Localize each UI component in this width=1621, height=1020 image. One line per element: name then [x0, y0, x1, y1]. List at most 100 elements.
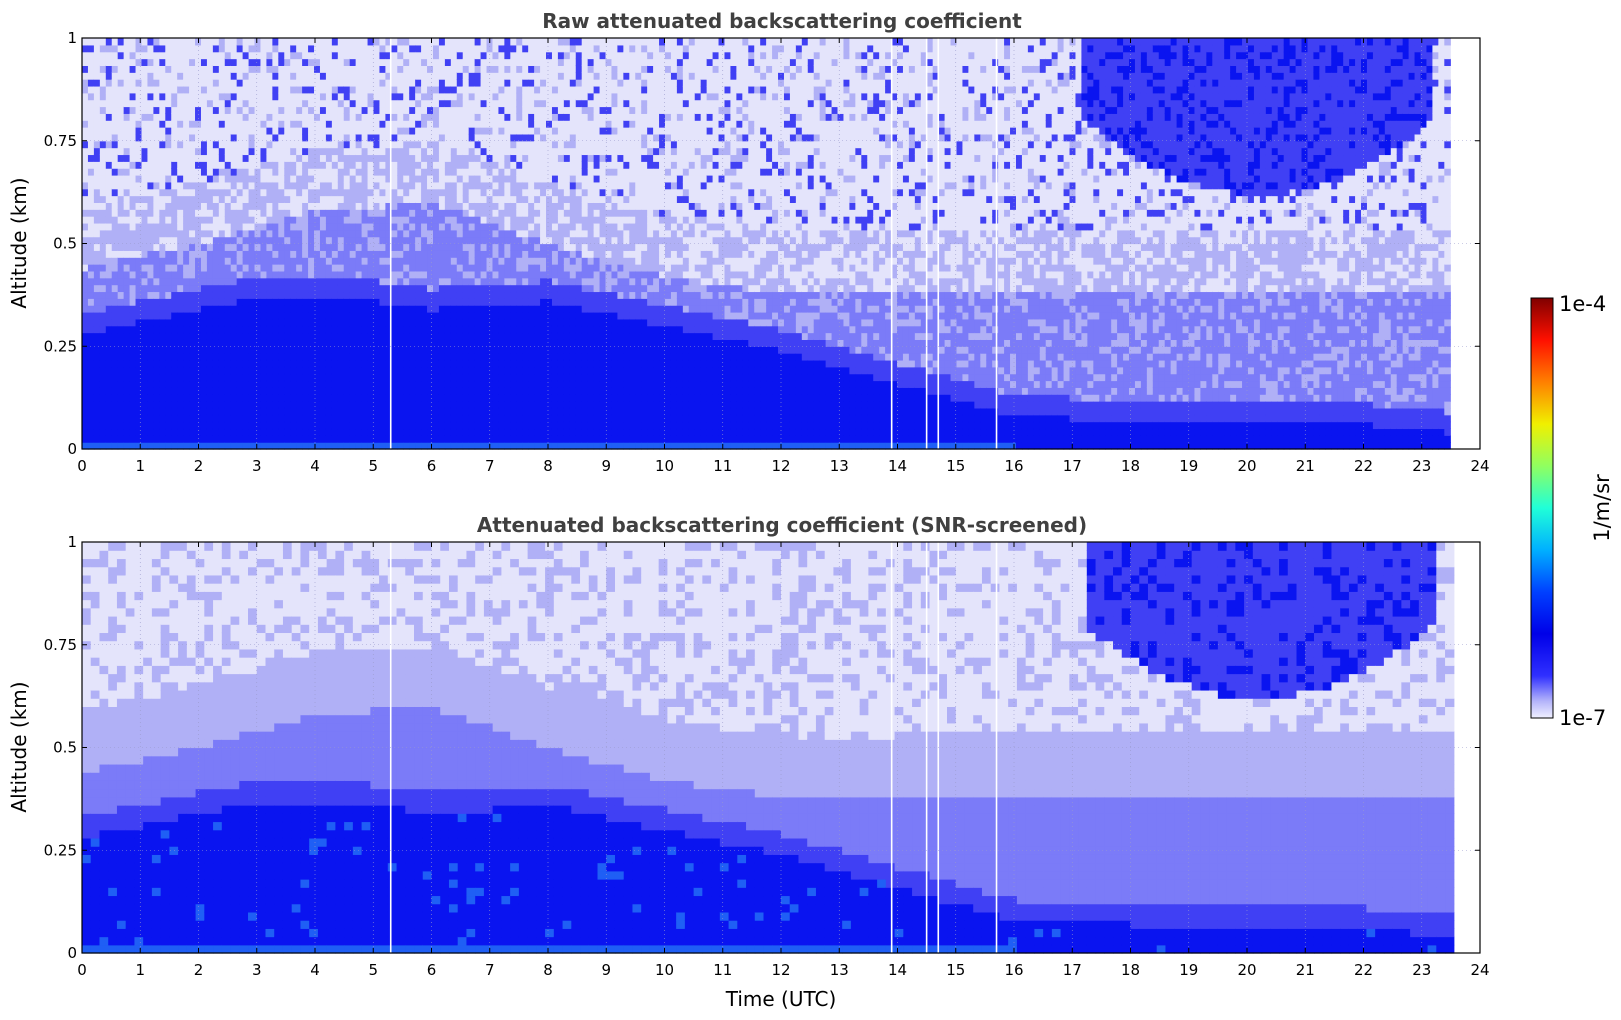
heatmap-cell: [421, 79, 428, 87]
heatmap-cell: [361, 236, 369, 245]
heatmap-cell: [480, 243, 488, 251]
heatmap-cell: [540, 284, 547, 293]
heatmap-cell: [206, 113, 214, 121]
heatmap-cell: [147, 257, 154, 265]
heatmap-cell: [183, 270, 190, 279]
heatmap-cell: [427, 127, 434, 135]
heatmap-cell: [534, 195, 541, 203]
raw-backscatter-panel: Raw attenuated backscattering coefficien…: [7, 9, 1490, 475]
heatmap-cell: [284, 414, 291, 423]
heatmap-cell: [480, 407, 488, 416]
heatmap-cell: [361, 318, 369, 327]
heatmap-cell: [319, 277, 327, 286]
heatmap-cell: [224, 339, 232, 347]
heatmap-cell: [397, 133, 404, 142]
heatmap-cell: [260, 325, 268, 334]
heatmap-cell: [563, 264, 571, 272]
heatmap-cell: [450, 188, 458, 197]
heatmap-cell: [302, 394, 309, 402]
heatmap-cell: [450, 401, 458, 409]
heatmap-cell: [403, 92, 410, 101]
heatmap-cell: [444, 106, 452, 114]
heatmap-cell: [438, 353, 446, 361]
heatmap-cell: [325, 270, 333, 279]
heatmap-cell: [492, 168, 500, 176]
heatmap-cell: [248, 270, 256, 279]
heatmap-cell: [486, 99, 494, 108]
heatmap-cell: [129, 44, 137, 53]
heatmap-cell: [551, 51, 559, 60]
heatmap-cell: [135, 387, 143, 395]
heatmap-cell: [563, 346, 571, 354]
heatmap-cell: [99, 387, 107, 395]
heatmap-cell: [551, 421, 559, 430]
heatmap-cell: [242, 346, 250, 354]
heatmap-cell: [516, 113, 523, 121]
heatmap-cell: [153, 407, 160, 416]
heatmap-cell: [563, 332, 571, 340]
heatmap-cell: [153, 72, 160, 80]
heatmap-cell: [456, 387, 464, 395]
heatmap-cell: [319, 284, 327, 293]
heatmap-cell: [456, 113, 464, 121]
heatmap-cell: [135, 298, 143, 306]
heatmap-cell: [290, 236, 297, 245]
heatmap-cell: [361, 421, 369, 430]
heatmap-cell: [224, 270, 232, 279]
heatmap-cell: [379, 250, 386, 258]
heatmap-cell: [135, 120, 143, 128]
heatmap-cell: [242, 284, 250, 293]
heatmap-cell: [200, 312, 208, 320]
heatmap-cell: [569, 168, 577, 176]
heatmap-cell: [260, 92, 268, 101]
heatmap-cell: [409, 387, 416, 395]
heatmap-cell: [111, 298, 119, 306]
heatmap-cell: [105, 346, 113, 354]
heatmap-cell: [272, 209, 279, 217]
heatmap-cell: [141, 305, 149, 313]
heatmap-cell: [314, 168, 321, 176]
heatmap-cell: [397, 51, 404, 60]
heatmap-cell: [528, 44, 535, 53]
heatmap-cell: [141, 442, 149, 450]
heatmap-cell: [319, 435, 327, 443]
heatmap-cell: [462, 216, 470, 224]
heatmap-cell: [302, 99, 309, 108]
heatmap-cell: [189, 407, 196, 416]
heatmap-cell: [195, 407, 202, 416]
heatmap-cell: [468, 229, 476, 238]
heatmap-cell: [438, 65, 446, 73]
heatmap-cell: [557, 79, 565, 87]
heatmap-cell: [540, 277, 547, 286]
heatmap-cell: [147, 277, 154, 286]
heatmap-cell: [206, 154, 214, 162]
heatmap-cell: [563, 188, 571, 197]
heatmap-cell: [432, 58, 440, 66]
heatmap-cell: [314, 222, 321, 231]
heatmap-cell: [290, 99, 297, 108]
heatmap-cell: [498, 270, 505, 279]
heatmap-cell: [403, 442, 410, 450]
heatmap-cell: [212, 51, 220, 60]
heatmap-cell: [212, 236, 220, 245]
heatmap-cell: [99, 38, 107, 46]
heatmap-cell: [444, 202, 452, 210]
heatmap-cell: [218, 414, 226, 423]
heatmap-cell: [403, 380, 410, 388]
heatmap-cell: [492, 264, 500, 272]
heatmap-cell: [367, 92, 375, 101]
heatmap-cell: [284, 51, 291, 60]
heatmap-cell: [367, 120, 375, 128]
heatmap-cell: [224, 428, 232, 436]
heatmap-cell: [474, 407, 482, 416]
heatmap-cell: [563, 154, 571, 162]
heatmap-cell: [379, 51, 386, 60]
heatmap-cell: [141, 353, 149, 361]
heatmap-cell: [474, 264, 482, 272]
heatmap-cell: [236, 175, 244, 183]
heatmap-cell: [528, 38, 535, 46]
heatmap-cell: [260, 58, 268, 66]
heatmap-cell: [165, 291, 172, 299]
heatmap-cell: [123, 106, 131, 114]
heatmap-cell: [111, 359, 119, 368]
